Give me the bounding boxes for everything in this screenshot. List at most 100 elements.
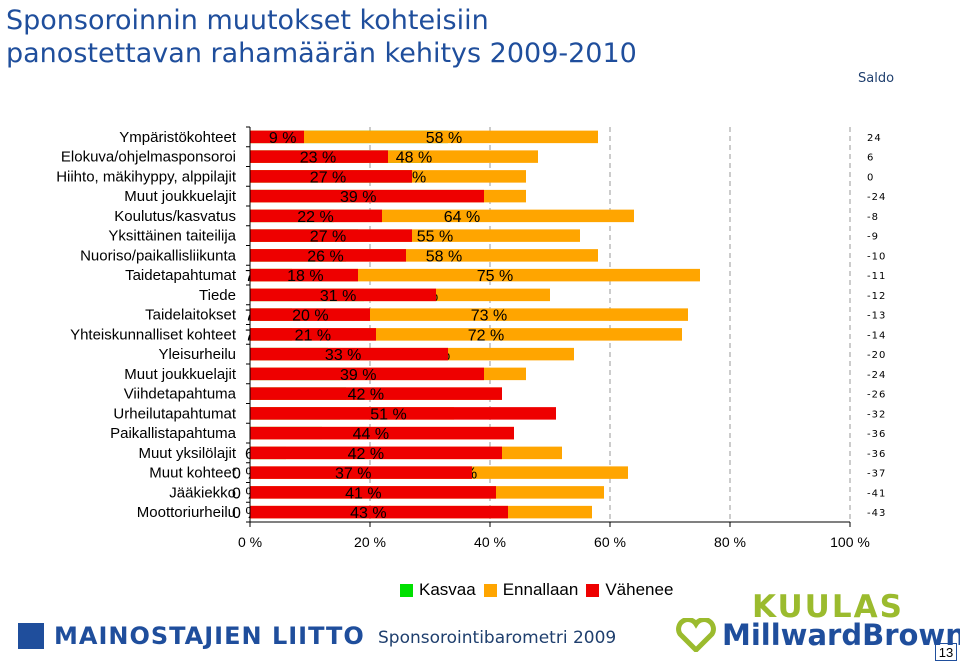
bar-segment-decrease bbox=[250, 407, 556, 420]
saldo-value: -20 bbox=[867, 350, 886, 361]
saldo-value: -37 bbox=[867, 469, 886, 480]
saldo-value: 6 bbox=[867, 153, 874, 164]
category-label: Viihdetapahtuma bbox=[124, 386, 237, 403]
saldo-value: 24 bbox=[867, 133, 882, 144]
bar-segment-decrease bbox=[250, 446, 502, 460]
data-label: 41 % bbox=[345, 485, 381, 502]
saldo-value: -26 bbox=[867, 390, 886, 401]
category-label: Paikallistapahtuma bbox=[110, 425, 237, 442]
saldo-value: -9 bbox=[867, 232, 879, 243]
data-label: 31 % bbox=[320, 288, 356, 305]
data-label: 55 % bbox=[417, 229, 453, 246]
data-label: 73 % bbox=[471, 308, 507, 325]
data-label: 22 % bbox=[297, 209, 333, 226]
saldo-value: -24 bbox=[867, 370, 886, 381]
data-label: 20 % bbox=[292, 308, 328, 325]
data-label: 37 % bbox=[335, 466, 371, 483]
bar-segment-decrease bbox=[250, 328, 376, 341]
saldo-value: -36 bbox=[867, 449, 886, 460]
data-label: 72 % bbox=[468, 327, 504, 344]
category-label: Muut joukkuelajit bbox=[124, 366, 237, 383]
saldo-value: 0 bbox=[867, 172, 874, 183]
legend-swatch-decrease bbox=[586, 583, 600, 597]
data-label: 48 % bbox=[396, 150, 432, 167]
category-label: Yksittäinen taiteilija bbox=[108, 228, 236, 245]
category-label: Ympäristökohteet bbox=[119, 129, 237, 146]
saldo-value: -41 bbox=[867, 488, 886, 499]
data-label: 18 % bbox=[287, 268, 323, 285]
legend-swatch-same bbox=[483, 583, 497, 597]
bar-segment-decrease bbox=[250, 189, 484, 203]
bar-segment-decrease bbox=[250, 505, 508, 519]
category-label: Taidetapahtumat bbox=[125, 267, 237, 284]
saldo-value: -10 bbox=[867, 251, 886, 262]
data-label: 75 % bbox=[477, 268, 513, 285]
legend: Kasvaa Ennallaan Vähenee bbox=[400, 580, 681, 600]
bar-segment-decrease bbox=[250, 387, 502, 400]
data-label: 43 % bbox=[350, 505, 386, 522]
legend-item-increase: Kasvaa bbox=[400, 580, 476, 600]
kuulas-logo: KUULAS bbox=[752, 589, 904, 625]
saldo-value: -14 bbox=[867, 330, 886, 341]
bar-segment-decrease bbox=[250, 426, 514, 440]
bar-segment-decrease bbox=[250, 209, 382, 223]
bar-segment-decrease bbox=[250, 268, 358, 282]
bar-segment-decrease bbox=[250, 367, 484, 381]
footer-source: Sponsorointibarometri 2009 bbox=[378, 628, 617, 648]
saldo-value: -8 bbox=[867, 212, 879, 223]
legend-label-increase: Kasvaa bbox=[419, 580, 476, 599]
saldo-value: -11 bbox=[867, 271, 886, 282]
data-label: 44 % bbox=[353, 426, 389, 443]
mb-heart-icon bbox=[676, 618, 716, 652]
bar-segment-decrease bbox=[250, 308, 370, 321]
category-label: Yhteiskunnalliset kohteet bbox=[70, 326, 237, 343]
saldo-value: -13 bbox=[867, 311, 886, 322]
category-label: Elokuva/ohjelmasponsoroi bbox=[61, 149, 236, 166]
saldo-value: -12 bbox=[867, 291, 886, 302]
legend-item-decrease: Vähenee bbox=[586, 580, 673, 600]
legend-label-decrease: Vähenee bbox=[605, 580, 674, 599]
data-label: 27 % bbox=[310, 229, 346, 246]
x-tick-label: 0 % bbox=[238, 534, 262, 550]
category-label: Koulutus/kasvatus bbox=[114, 208, 236, 225]
legend-item-same: Ennallaan bbox=[483, 580, 578, 600]
bar-segment-decrease bbox=[250, 288, 436, 302]
saldo-value: -32 bbox=[867, 409, 886, 420]
bar-segment-decrease bbox=[250, 170, 412, 183]
page-number: 13 bbox=[935, 643, 957, 661]
data-label: 33 % bbox=[325, 347, 361, 364]
saldo-value: -36 bbox=[867, 429, 886, 440]
page-title: Sponsoroinnin muutokset kohteisiin panos… bbox=[6, 4, 866, 70]
bar-segment-decrease bbox=[250, 466, 472, 479]
title-line-2: panostettavan rahamäärän kehitys 2009-20… bbox=[6, 38, 637, 69]
category-label: Urheilutapahtumat bbox=[113, 405, 236, 422]
category-label: Nuoriso/paikallisliikunta bbox=[80, 247, 237, 264]
bar-segment-decrease bbox=[250, 130, 304, 144]
data-label: 42 % bbox=[348, 446, 384, 463]
title-line-1: Sponsoroinnin muutokset kohteisiin bbox=[6, 5, 489, 36]
x-tick-label: 80 % bbox=[714, 534, 746, 550]
data-label: 42 % bbox=[348, 387, 384, 404]
data-label: 39 % bbox=[340, 367, 376, 384]
data-label: 9 % bbox=[269, 130, 297, 147]
category-label: Jääkiekko bbox=[169, 484, 236, 501]
saldo-header: Saldo bbox=[858, 71, 895, 86]
category-label: Muut joukkuelajit bbox=[124, 188, 237, 205]
category-label: Moottoriurheilu bbox=[137, 504, 236, 521]
data-label: 51 % bbox=[370, 406, 406, 423]
data-label: 23 % bbox=[300, 150, 336, 167]
data-label: 27 % bbox=[310, 169, 346, 186]
x-tick-label: 100 % bbox=[830, 534, 870, 550]
x-tick-label: 40 % bbox=[474, 534, 506, 550]
bar-segment-decrease bbox=[250, 249, 406, 262]
data-label: 26 % bbox=[307, 248, 343, 265]
bar-segment-same bbox=[250, 268, 700, 282]
bar-segment-decrease bbox=[250, 229, 412, 242]
category-label: Taidelaitokset bbox=[145, 307, 237, 324]
ml-square-icon bbox=[18, 623, 44, 649]
category-label: Muut kohteet bbox=[149, 465, 237, 482]
bar-segment-decrease bbox=[250, 150, 388, 163]
ml-logo-text: MAINOSTAJIEN LIITTO bbox=[54, 622, 365, 650]
bar-segment-same bbox=[250, 130, 598, 144]
saldo-value: -24 bbox=[867, 192, 886, 203]
